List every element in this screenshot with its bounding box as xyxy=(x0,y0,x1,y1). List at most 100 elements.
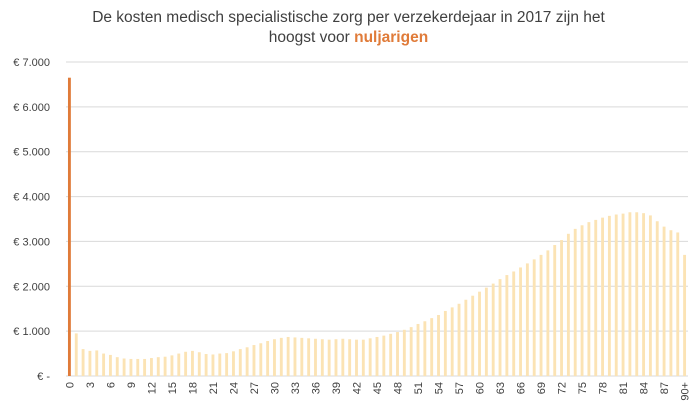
bar xyxy=(471,295,475,376)
bar xyxy=(655,221,659,376)
chart-title-prefix: hoogst voor xyxy=(268,29,355,46)
bar xyxy=(464,299,468,376)
bar xyxy=(307,338,311,376)
bar xyxy=(450,307,454,376)
bar xyxy=(505,275,509,376)
bar xyxy=(232,351,235,376)
bar xyxy=(170,355,174,376)
bar xyxy=(150,358,153,376)
bar xyxy=(628,212,632,376)
x-tick-label: 72 xyxy=(557,382,569,394)
bar xyxy=(457,303,461,376)
bar-highlight xyxy=(67,77,71,376)
y-tick-label: € 5.000 xyxy=(13,147,50,159)
bar xyxy=(402,329,406,376)
bar xyxy=(204,354,208,376)
chart-title-highlight: nuljarigen xyxy=(354,29,429,46)
bar xyxy=(177,353,181,376)
x-tick-label: 81 xyxy=(618,382,630,394)
bar xyxy=(115,357,119,376)
bar xyxy=(601,217,604,376)
bar xyxy=(491,283,495,376)
bar xyxy=(409,327,413,376)
bar xyxy=(580,225,584,376)
bar xyxy=(95,350,99,376)
bar xyxy=(375,336,379,376)
x-tick-label: 9 xyxy=(126,382,138,388)
bar xyxy=(676,232,680,376)
x-tick-label: 45 xyxy=(372,382,384,394)
x-tick-label: 18 xyxy=(187,382,199,394)
bar xyxy=(320,339,324,376)
bar xyxy=(334,339,338,376)
bar xyxy=(368,338,372,376)
x-tick-label: 66 xyxy=(516,382,528,394)
bar xyxy=(642,213,646,376)
bar xyxy=(197,352,201,376)
bar xyxy=(587,222,591,376)
bar xyxy=(293,337,297,376)
x-tick-label: 57 xyxy=(454,382,466,394)
x-tick-label: 27 xyxy=(249,382,261,394)
bar xyxy=(88,350,92,376)
bar xyxy=(512,271,516,376)
bar xyxy=(621,213,625,376)
x-tick-label: 60 xyxy=(475,382,487,394)
chart-title-line-1: De kosten medisch specialistische zorg p… xyxy=(92,9,605,26)
x-tick-label: 15 xyxy=(167,382,179,394)
bar xyxy=(279,337,283,376)
bar xyxy=(348,339,352,376)
bar xyxy=(607,215,611,376)
x-tick-label: 84 xyxy=(639,382,651,394)
bar xyxy=(683,254,687,376)
bar xyxy=(648,215,652,376)
bar xyxy=(546,250,550,376)
bar xyxy=(498,279,502,376)
bar xyxy=(286,336,290,376)
y-tick-label: € 3.000 xyxy=(13,236,50,248)
bar xyxy=(416,323,420,376)
bar xyxy=(259,343,263,376)
bar xyxy=(163,356,167,376)
y-tick-label: € 4.000 xyxy=(13,192,50,204)
bar xyxy=(443,310,447,376)
bar xyxy=(525,263,529,376)
bar xyxy=(122,358,126,376)
x-tick-label: 69 xyxy=(536,382,548,394)
y-tick-label: € - xyxy=(37,371,50,383)
bar xyxy=(484,287,488,376)
x-tick-label: 78 xyxy=(598,382,610,394)
bar xyxy=(74,333,78,376)
x-tick-label: 75 xyxy=(577,382,589,394)
bar xyxy=(361,339,365,376)
bar xyxy=(191,350,194,376)
x-tick-label: 54 xyxy=(434,382,446,394)
x-tick-label: 36 xyxy=(310,382,322,394)
bar xyxy=(327,339,331,376)
x-tick-label: 30 xyxy=(269,382,281,394)
bar xyxy=(129,358,133,376)
x-axis-ticks: 0 3 6 9 12 15 18 21 24 27 30 33 36 39 42 45 48 51 54 57 60 63… xyxy=(64,382,691,401)
bar xyxy=(553,245,557,376)
bar xyxy=(156,357,160,376)
bars xyxy=(67,77,687,376)
x-tick-label: 21 xyxy=(208,382,220,394)
bar xyxy=(519,267,522,376)
bar xyxy=(382,335,386,376)
bar xyxy=(300,337,304,376)
bar xyxy=(594,219,598,376)
y-tick-label: € 1.000 xyxy=(13,326,50,338)
bar xyxy=(218,353,222,376)
bar xyxy=(238,349,242,376)
bar xyxy=(184,351,188,376)
bar xyxy=(389,333,393,376)
bar xyxy=(635,212,639,376)
bar xyxy=(560,240,563,376)
bar xyxy=(108,354,112,376)
x-tick-label: 48 xyxy=(393,382,405,394)
bar xyxy=(252,345,256,376)
bar xyxy=(341,338,345,376)
bar xyxy=(430,318,434,376)
